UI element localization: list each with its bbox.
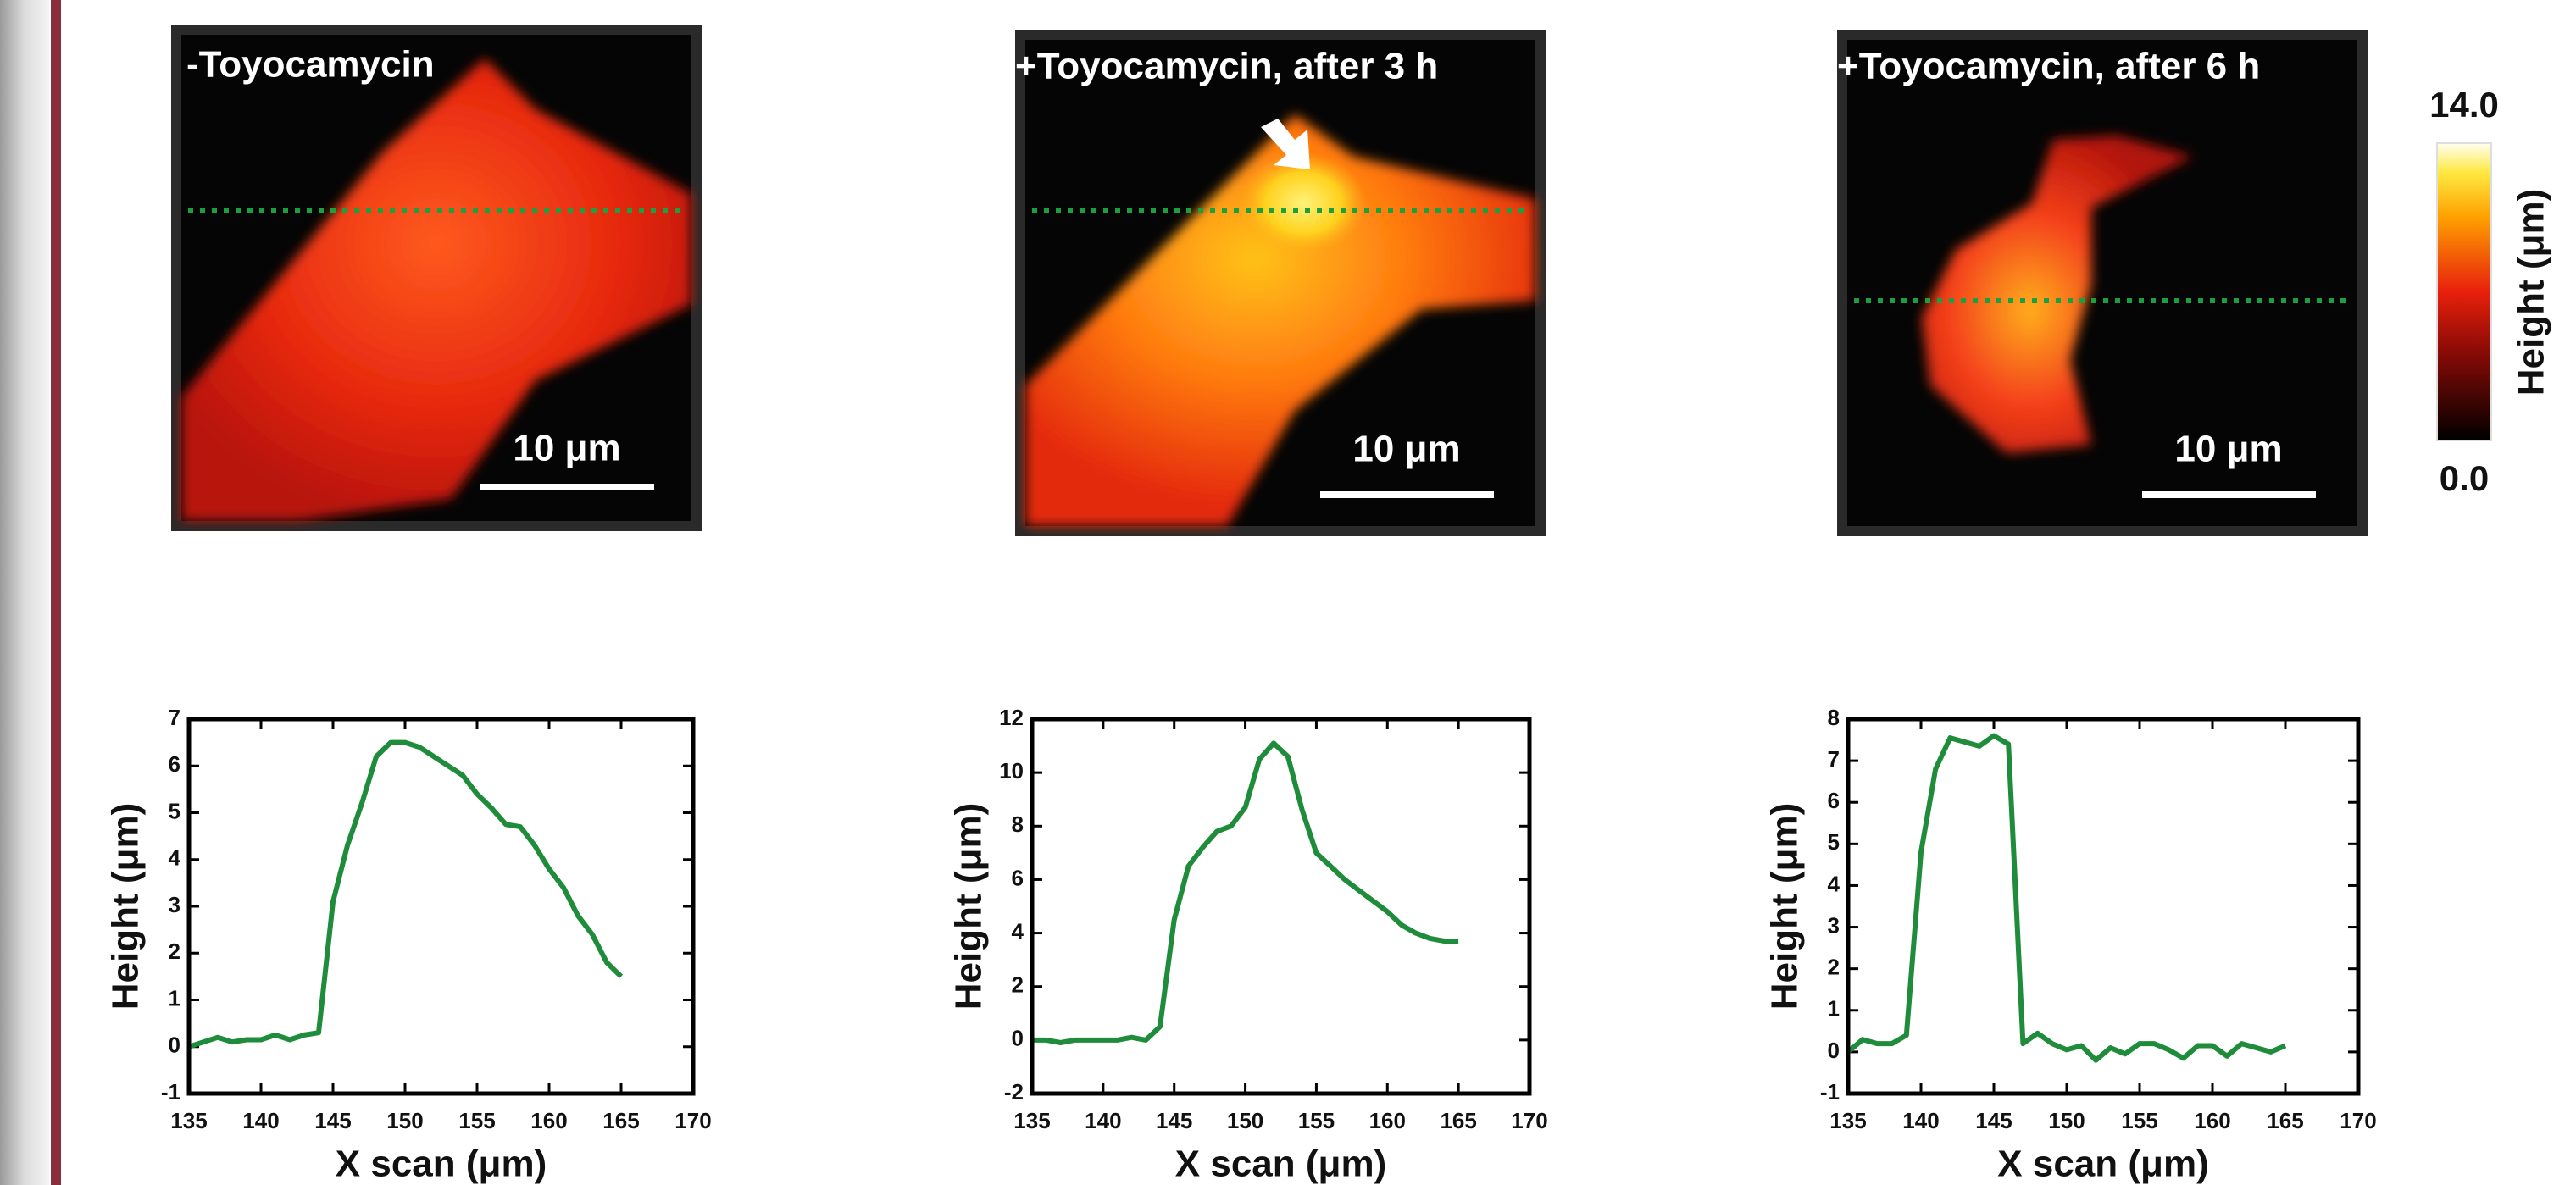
y-tick-label: 7 [1828,746,1840,772]
y-tick-label: 6 [1012,865,1024,890]
x-tick-label: 160 [2194,1108,2230,1133]
y-axis-label: Height (μm) [105,803,147,1010]
data-line [188,739,624,1049]
data-line [1032,740,1459,1045]
scale-bar-label: 10 μm [513,428,620,469]
y-tick-label: 4 [1012,918,1024,944]
y-tick-label: 2 [169,939,180,964]
y-tick-label: 0 [169,1033,180,1058]
y-tick-label: 4 [169,845,181,871]
x-tick-label: 140 [242,1108,279,1133]
y-axis-label: Height (μm) [948,803,990,1010]
scale-bar-label: 10 μm [1352,429,1460,470]
x-tick-label: 135 [1013,1108,1050,1133]
panel-label: +Toyocamycin, after 6 h [1837,46,2260,87]
panel-label: -Toyocamycin [186,44,435,86]
x-tick-label: 170 [675,1108,711,1133]
x-tick-label: 170 [2340,1108,2376,1133]
x-axis-label: X scan (μm) [336,1143,547,1185]
image-panel: +Toyocamycin, after 3 h 10 μm [1015,30,1546,536]
y-tick-label: 10 [999,758,1024,784]
plot-frame [1846,717,2361,1096]
y-tick-label: 2 [1828,955,1840,980]
y-tick-label: 1 [169,985,180,1011]
x-tick-label: 140 [1902,1108,1939,1133]
y-tick-label: 3 [169,892,180,917]
x-tick-label: 165 [2267,1108,2303,1133]
y-tick-label: 8 [1828,705,1840,730]
x-axis-label: X scan (μm) [1997,1143,2208,1185]
x-tick-label: 145 [1156,1108,1192,1133]
panel-label: +Toyocamycin, after 3 h [1015,46,1438,87]
y-tick-label: 0 [1828,1038,1840,1063]
y-tick-label: 6 [169,751,180,777]
y-tick-label: -1 [1820,1079,1840,1105]
colorbar-tick-label: 14.0 [2429,85,2499,125]
x-tick-label: 135 [1829,1108,1866,1133]
x-tick-label: 145 [314,1108,351,1133]
plot-frame [1030,717,1532,1096]
x-tick-label: 145 [1975,1108,2012,1133]
image-panel: +Toyocamycin, after 6 h 10 μm [1837,30,2368,536]
y-tick-label: 1 [1828,996,1840,1022]
x-tick-label: 160 [530,1108,567,1133]
x-tick-label: 155 [1298,1108,1335,1133]
y-axis-label: Height (μm) [1764,803,1806,1010]
y-tick-label: 6 [1828,788,1840,813]
scale-bar-label: 10 μm [2174,429,2282,470]
y-tick-label: -2 [1004,1079,1024,1105]
x-tick-label: 155 [2121,1108,2157,1133]
x-tick-label: 150 [386,1108,423,1133]
y-tick-label: 5 [169,798,180,823]
x-tick-label: 150 [1227,1108,1263,1133]
x-tick-label: 165 [602,1108,639,1133]
x-tick-label: 150 [2048,1108,2085,1133]
x-tick-label: 160 [1369,1108,1406,1133]
data-line [1846,733,2287,1063]
side-bar [51,0,61,1185]
x-axis-label: X scan (μm) [1175,1143,1386,1185]
x-tick-label: 165 [1440,1108,1476,1133]
y-tick-label: 8 [1012,811,1024,837]
y-tick-label: 4 [1828,871,1840,896]
x-tick-label: 135 [170,1108,207,1133]
y-tick-label: -1 [161,1079,180,1105]
plot-frame [186,717,696,1096]
y-tick-label: 5 [1828,829,1840,855]
y-tick-label: 7 [169,705,180,730]
colorbar-label: Height (μm) [2511,189,2552,396]
x-tick-label: 155 [458,1108,495,1133]
y-tick-label: 3 [1828,912,1840,938]
y-tick-label: 0 [1012,1026,1024,1051]
image-panel: -Toyocamycin 10 μm [171,25,702,531]
x-tick-label: 140 [1085,1108,1121,1133]
y-tick-label: 12 [999,705,1024,730]
y-tick-label: 2 [1012,972,1024,998]
page-edge [0,0,49,1185]
x-tick-label: 170 [1511,1108,1547,1133]
colorbar-tick-label: 0.0 [2440,458,2489,498]
colorbar [2436,142,2492,441]
